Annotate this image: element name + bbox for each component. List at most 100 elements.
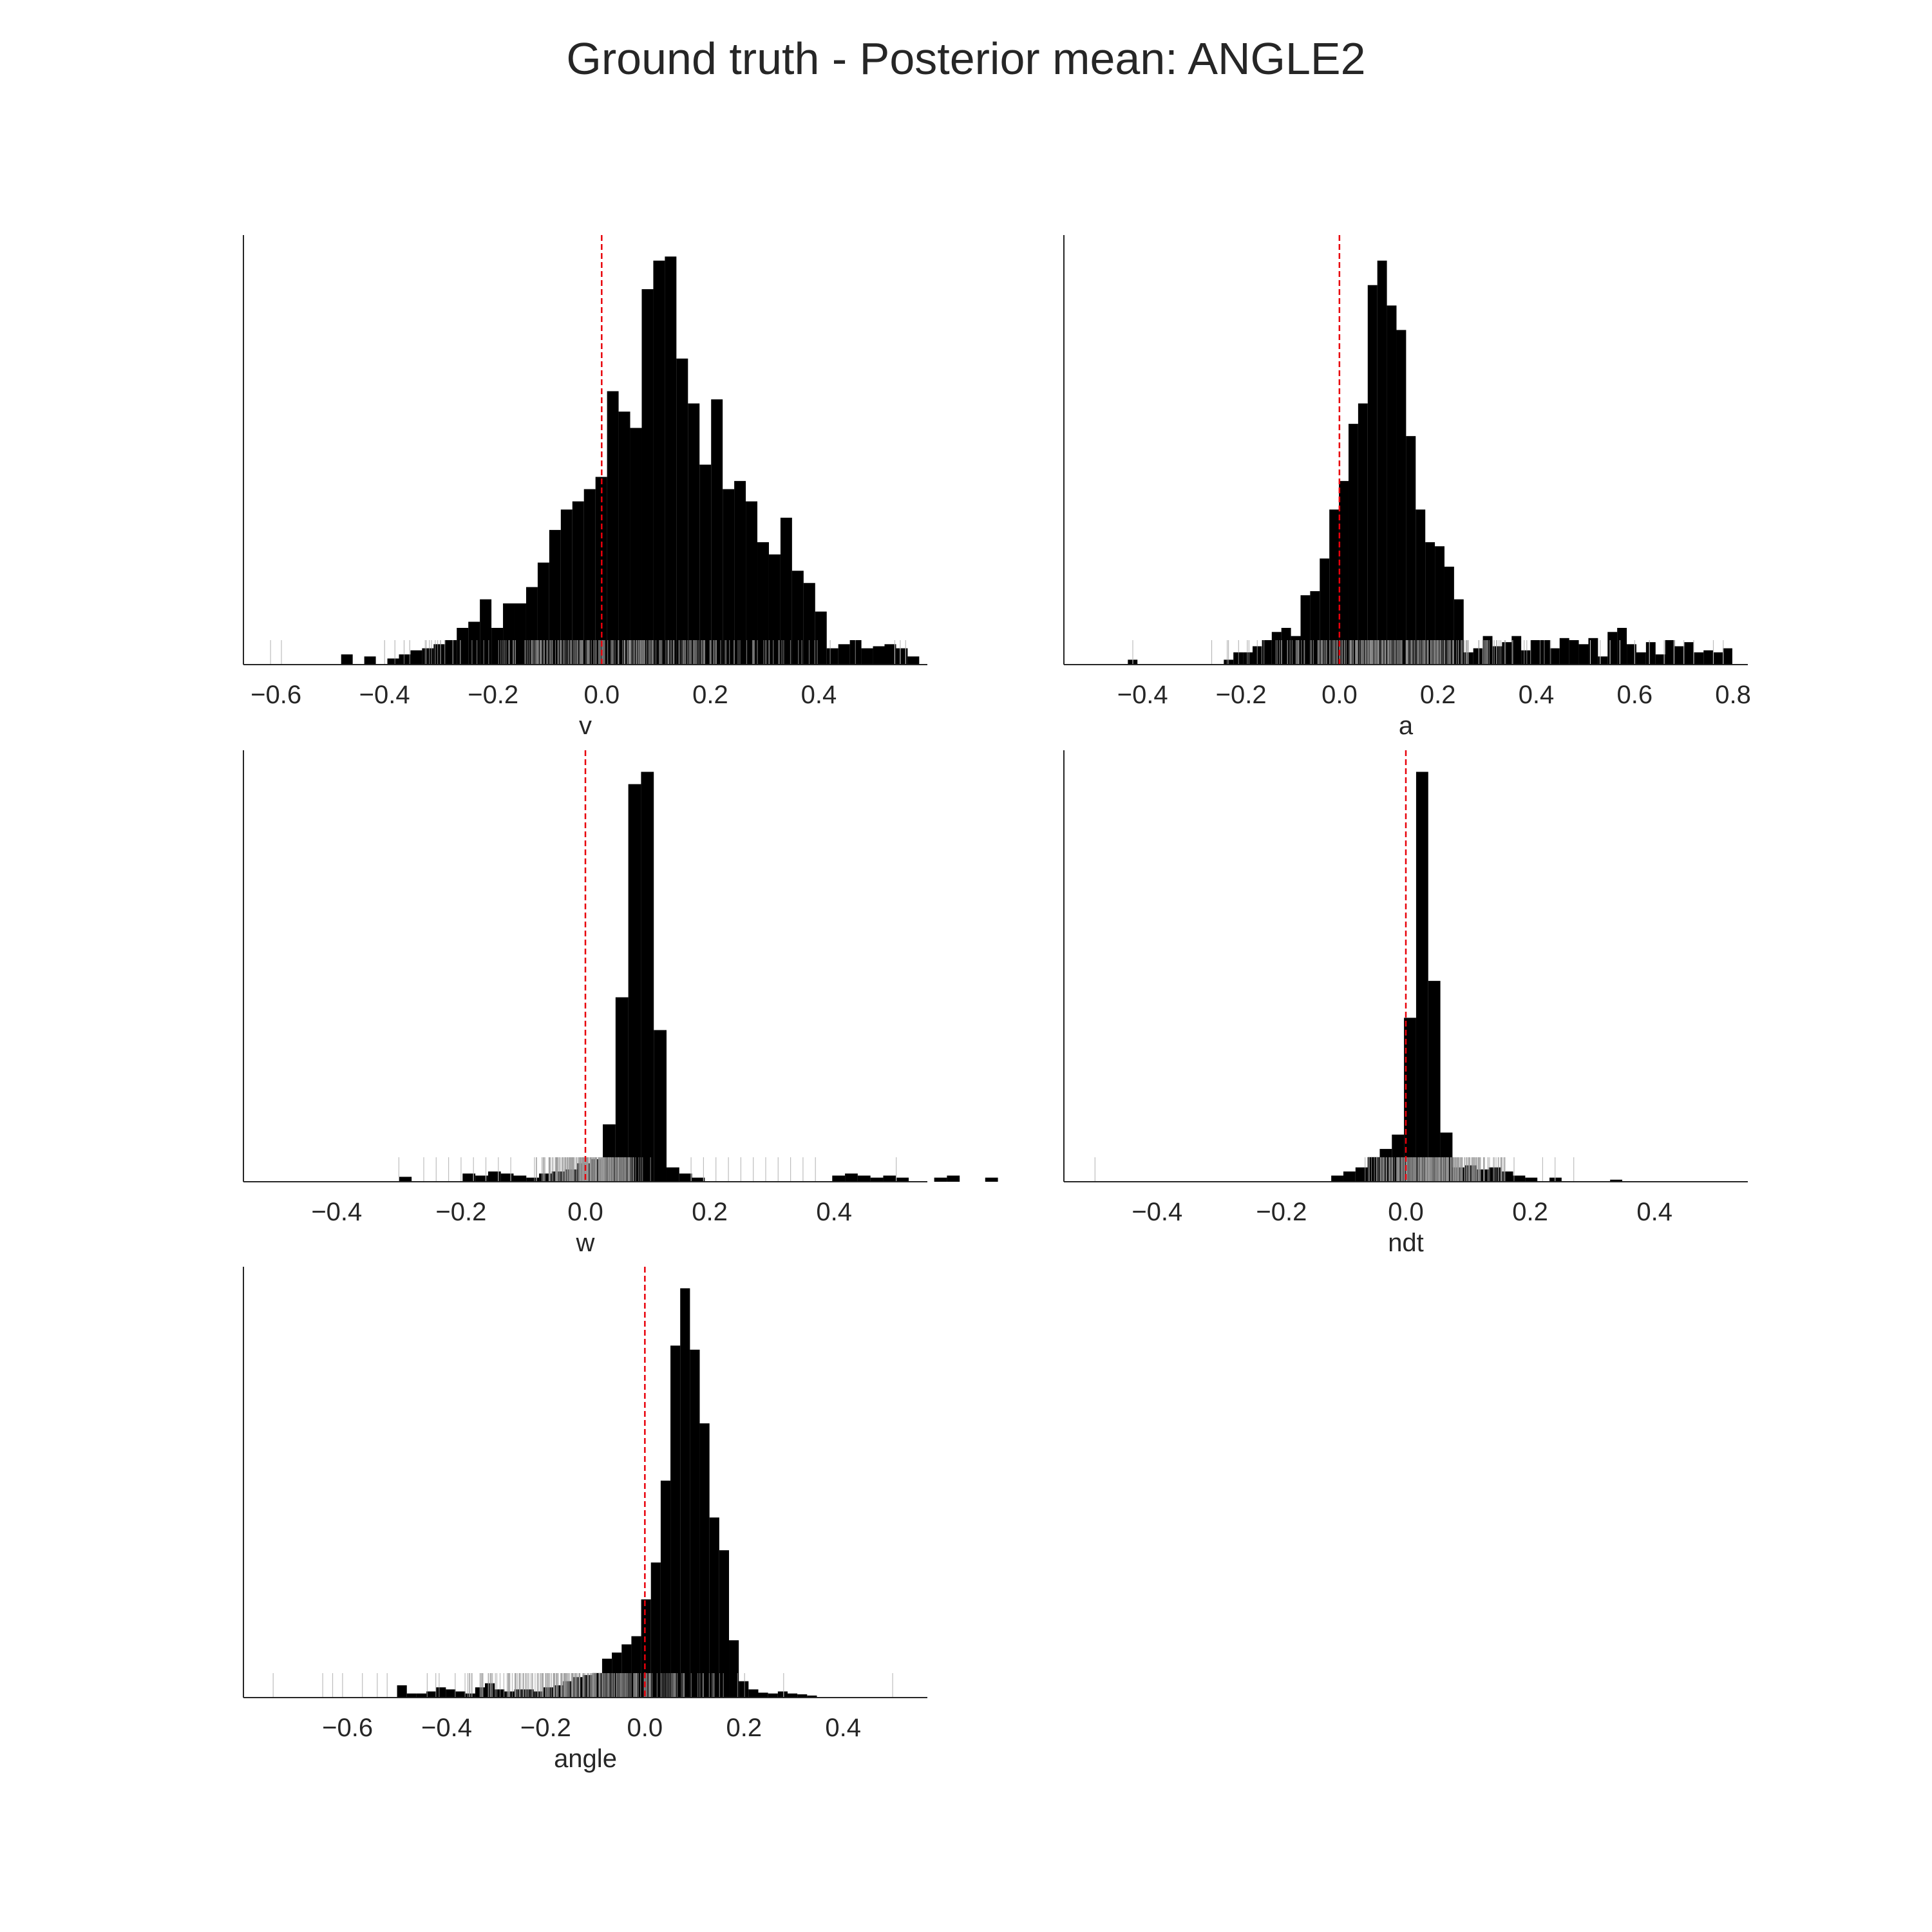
histogram-bar (1502, 642, 1512, 665)
histogram-bar (1665, 639, 1675, 665)
histogram-bar (495, 1689, 505, 1698)
histogram-bar (1501, 1171, 1513, 1182)
histogram-bar (436, 1687, 446, 1698)
histogram-bar (1559, 638, 1569, 665)
histogram-bar (1610, 1179, 1622, 1182)
histogram-bar (1549, 648, 1560, 665)
histogram-bar (758, 1692, 768, 1698)
histogram-bar (1473, 648, 1483, 665)
histogram-bars (341, 256, 920, 665)
histogram-bar (1358, 403, 1368, 665)
x-tick-label: −0.6 (322, 1714, 373, 1742)
histogram-bar (797, 1694, 808, 1698)
histogram-bar (1320, 558, 1330, 665)
histogram-bar (1703, 650, 1714, 665)
histogram-bar (387, 658, 399, 665)
x-tick-label: 0.2 (692, 1198, 728, 1226)
histogram-bar (739, 1681, 749, 1698)
x-tick-label: 0.2 (726, 1714, 762, 1742)
histogram-bar (1396, 330, 1406, 665)
histogram-bar (815, 611, 827, 665)
x-tick-label: 0.2 (1512, 1198, 1548, 1226)
histogram-bar (807, 1695, 817, 1698)
histogram-bar (1645, 642, 1656, 665)
x-tick-label: −0.4 (359, 681, 410, 709)
histogram-bar (1694, 652, 1704, 665)
histogram-bar (1444, 566, 1454, 665)
histogram-bar (1355, 1167, 1368, 1182)
histogram-bar (641, 1599, 651, 1698)
histogram-bar (630, 428, 642, 665)
histogram-bar (1300, 595, 1311, 665)
histogram-bar (1425, 542, 1435, 665)
histogram-bar (543, 1687, 554, 1698)
histogram-bar (399, 654, 411, 665)
histogram-bar (1416, 509, 1426, 665)
histogram-bar (729, 1640, 739, 1698)
histogram-bar (1513, 1175, 1526, 1182)
rug-marks (1094, 1157, 1575, 1182)
histogram-bar (692, 1177, 705, 1182)
histogram-bar (410, 650, 422, 665)
histogram-bar (416, 1693, 427, 1698)
histogram-bar (665, 256, 677, 665)
histogram-bar (719, 1550, 730, 1698)
histogram-bar (462, 1173, 476, 1182)
histogram-bar (699, 1423, 710, 1698)
x-tick-labels: −0.4 −0.2 0.0 0.2 0.4 (311, 1198, 852, 1226)
histogram-bar (445, 639, 457, 665)
histogram-bar (873, 646, 885, 665)
histogram-bar (1233, 652, 1244, 665)
x-tick-label: 0.0 (627, 1714, 663, 1742)
histogram-bar (485, 1683, 495, 1698)
histogram-bar (513, 1175, 527, 1182)
histogram-bar (1406, 436, 1416, 665)
subplot-ndt: −0.4 −0.2 0.0 0.2 0.4 ndt (1063, 750, 1748, 1257)
x-tick-label: 0.4 (1519, 681, 1555, 709)
histogram-bar (723, 489, 735, 665)
histogram-bar (1525, 1177, 1538, 1182)
histogram-bar (1488, 1167, 1501, 1182)
histogram-bar (1329, 509, 1340, 665)
x-tick-label: −0.2 (520, 1714, 571, 1742)
histogram-bar (1387, 305, 1397, 665)
x-tick-label: −0.6 (251, 681, 301, 709)
histogram-bar (397, 1685, 407, 1698)
x-tick-label: −0.2 (435, 1198, 486, 1226)
x-axis-label: angle (554, 1745, 617, 1773)
x-tick-labels: −0.4 −0.2 0.0 0.2 0.4 0.6 0.8 (1117, 681, 1751, 709)
x-axis-label: ndt (1388, 1229, 1424, 1257)
histogram-bar (480, 599, 492, 665)
histogram-bar (615, 997, 629, 1182)
histogram-bar (1578, 644, 1589, 665)
histogram-bar (1713, 652, 1723, 665)
histogram-bar (1243, 652, 1253, 665)
histogram-bar (1569, 639, 1579, 665)
histogram-bar (641, 772, 654, 1182)
histogram-bar (680, 1288, 690, 1698)
histogram-bar (884, 644, 896, 665)
x-tick-label: 0.6 (1616, 681, 1653, 709)
subplot-w: −0.4 −0.2 0.0 0.2 0.4 w (243, 750, 998, 1257)
histogram-bar (1627, 644, 1636, 665)
histogram-bar (628, 784, 641, 1182)
histogram-bar (1521, 650, 1531, 665)
x-tick-label: 0.0 (567, 1198, 603, 1226)
x-tick-label: −0.4 (311, 1198, 362, 1226)
histogram-bar (934, 1177, 947, 1182)
histogram-bar (1339, 480, 1349, 665)
rug-marks (270, 640, 906, 665)
histogram-bar (907, 656, 920, 665)
histogram-bar (1377, 260, 1387, 665)
histogram-bar (699, 464, 712, 665)
histogram-bar (845, 1173, 858, 1182)
x-tick-label: −0.4 (421, 1714, 472, 1742)
x-tick-labels: −0.4 −0.2 0.0 0.2 0.4 (1132, 1198, 1672, 1226)
figure-title: Ground truth - Posterior mean: ANGLE2 (566, 33, 1365, 84)
x-tick-label: 0.4 (825, 1714, 861, 1742)
histogram-bar (1540, 639, 1550, 665)
histogram-bar (1684, 642, 1694, 665)
x-tick-labels: −0.6 −0.4 −0.2 0.0 0.2 0.4 (251, 681, 837, 709)
x-tick-label: 0.0 (1388, 1198, 1424, 1226)
